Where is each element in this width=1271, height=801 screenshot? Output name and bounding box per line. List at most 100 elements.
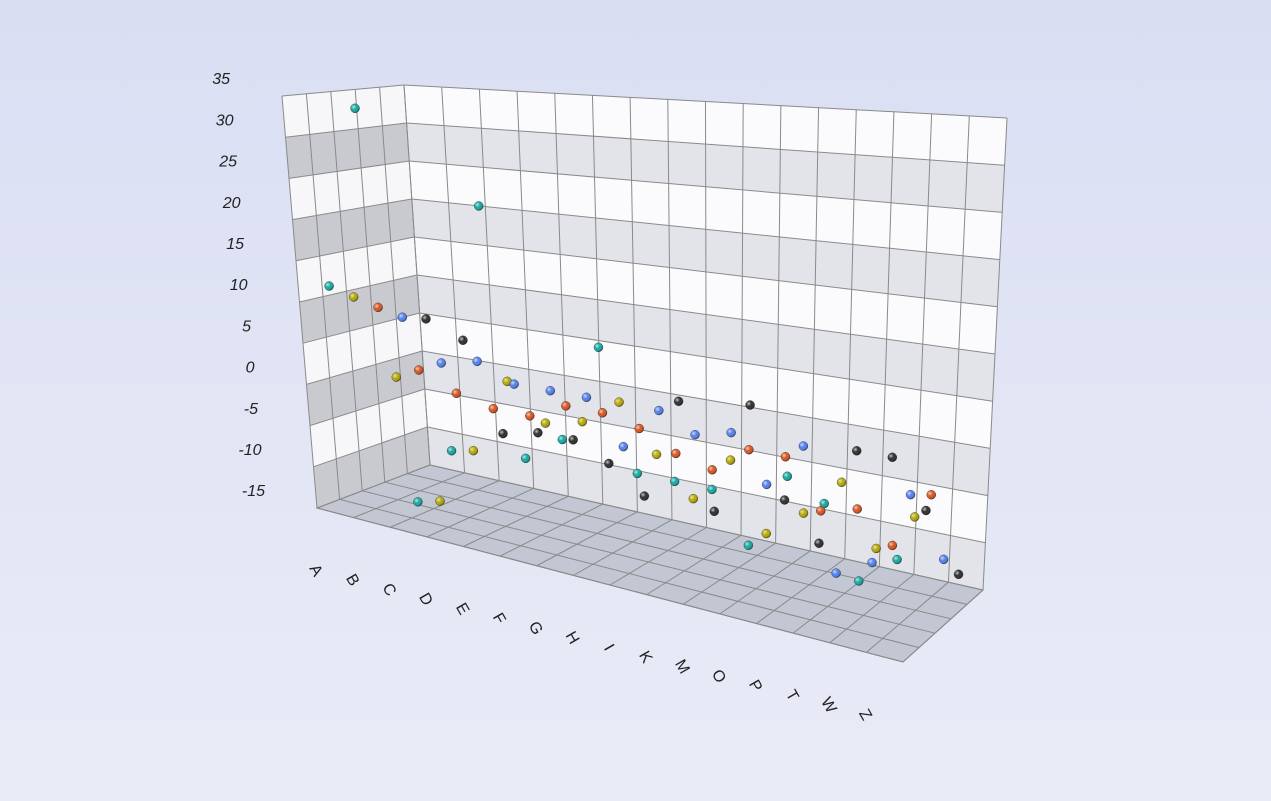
point-shine [814,538,824,548]
point-shine [373,302,383,312]
grid-line [424,388,988,497]
point-shine [391,372,401,382]
grid-line [299,274,418,303]
point-shine [577,417,587,427]
point-shine [726,428,736,438]
grid-line [281,84,405,97]
point-shine [867,558,877,568]
point-shine [782,471,792,481]
x-tick-label: H [562,629,583,648]
point-shine [472,356,482,366]
y-tick-label: 0 [246,360,255,377]
y-tick-label: -5 [244,401,258,418]
point-shine [413,497,423,507]
floor-grid [792,566,880,634]
point-shine [350,103,360,113]
point-shine [780,452,790,462]
y-tick-label: 35 [212,71,230,88]
point-shine [707,465,717,475]
point-shine [852,504,862,514]
point-shine [854,576,864,586]
y-tick-label: 5 [242,318,251,335]
x-tick-label: M [671,657,692,677]
point-shine [709,506,719,516]
point-shine [414,365,424,375]
point-shine [707,484,717,494]
side-wall-band [310,389,428,467]
point-shine [634,424,644,434]
point-shine [816,506,826,516]
floor-grid [829,573,915,644]
x-tick-label: I [600,641,617,653]
point-shine [780,495,790,505]
point-shine [614,397,624,407]
floor-grid [426,487,534,538]
grid-line [309,388,425,427]
y-tick-label: 25 [218,154,237,171]
side-wall-band [289,161,412,220]
x-tick-label: P [745,677,765,695]
point-shine [324,281,334,291]
point-shine [887,452,897,462]
x-tick-label: B [342,571,362,589]
x-tick-label: C [379,581,400,600]
floor-grid [390,480,500,528]
point-shine [671,448,681,458]
point-shine [521,453,531,463]
floor-grid [756,558,846,624]
grid-line [313,426,428,468]
point-shine [910,512,920,522]
grid-line [416,274,996,355]
side-wall-band [285,123,410,179]
floor-grid [362,490,936,634]
floor-grid [499,503,604,557]
y-tick-label: 15 [226,236,244,253]
grid-line [411,198,1000,261]
point-shine [618,442,628,452]
x-tick-label: D [415,590,436,609]
point-shine [831,568,841,578]
floor-grid [866,581,949,653]
point-shine [837,477,847,487]
point-shine [639,491,649,501]
point-shine [435,496,445,506]
grid-line [292,198,412,221]
grid-line [429,464,984,591]
point-shine [798,441,808,451]
point-shine [799,508,809,518]
point-shine [458,335,468,345]
point-shine [871,543,881,553]
grid-line [409,160,1003,213]
point-shine [568,435,578,445]
point-shine [819,499,829,509]
floor-grid [609,527,707,586]
point-shine [557,435,567,445]
point-shine [525,411,535,421]
point-shine [561,401,571,411]
floor-grid [463,495,569,547]
grid-line [427,426,986,544]
side-wall-band [299,275,420,344]
point-shine [397,312,407,322]
x-tick-label: K [635,648,655,666]
x-tick-label: G [525,619,546,638]
side-wall-band [282,85,407,138]
point-shine [468,446,478,456]
point-shine [632,468,642,478]
side-wall-band [303,313,423,385]
point-shine [743,540,753,550]
point-shine [674,396,684,406]
point-shine [921,505,931,515]
floor-grid [682,542,776,605]
point-shine [688,494,698,504]
x-tick-label: A [306,562,326,580]
point-shine [421,314,431,324]
floor-grid [353,472,465,519]
point-shine [852,446,862,456]
side-wall-band [306,351,425,426]
grid-line [285,122,407,138]
point-shine [545,386,555,396]
x-tick-label: W [817,695,840,717]
floor-grid [407,473,968,605]
